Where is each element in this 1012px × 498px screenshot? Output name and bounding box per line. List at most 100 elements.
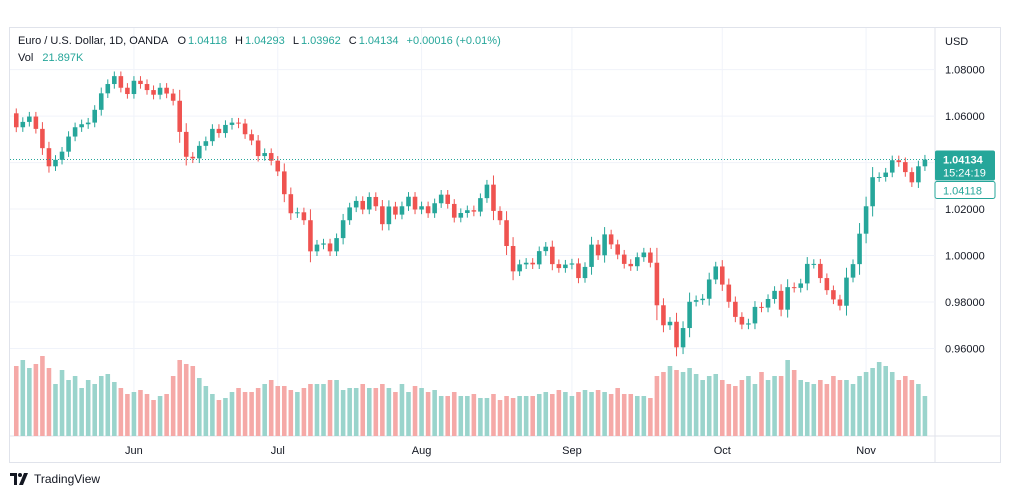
candle-up bbox=[563, 264, 568, 269]
volume-bar bbox=[582, 390, 588, 436]
volume-bar bbox=[229, 392, 235, 436]
volume-bar bbox=[203, 386, 209, 436]
volume-bar bbox=[425, 392, 431, 436]
volume-bar bbox=[282, 386, 287, 436]
volume-bar bbox=[210, 394, 215, 436]
candle-up bbox=[72, 127, 78, 137]
candle-up bbox=[876, 176, 882, 178]
candle-down bbox=[327, 243, 333, 252]
candle-up bbox=[870, 177, 875, 207]
candle-up bbox=[478, 198, 483, 212]
volume-bar bbox=[909, 380, 915, 436]
volume-bar bbox=[451, 392, 457, 436]
candle-down bbox=[249, 134, 254, 141]
candle-up bbox=[641, 252, 647, 258]
candle-up bbox=[105, 84, 111, 94]
symbol-title[interactable]: Euro / U.S. Dollar, 1D, OANDA bbox=[18, 35, 169, 47]
price-tick-label: 1.08000 bbox=[945, 65, 985, 77]
candle-down bbox=[451, 203, 457, 218]
volume-bar bbox=[406, 392, 411, 436]
volume-bar bbox=[576, 392, 581, 436]
volume-bar bbox=[295, 392, 300, 436]
candle-down bbox=[471, 210, 477, 212]
candle-down bbox=[831, 290, 836, 300]
volume-bar bbox=[366, 388, 372, 436]
volume-bar bbox=[275, 386, 281, 436]
candle-down bbox=[393, 206, 398, 215]
candle-up bbox=[582, 266, 588, 279]
candle-down bbox=[628, 263, 634, 267]
candle-up bbox=[229, 122, 235, 125]
candle-down bbox=[164, 87, 169, 94]
price-tick-label: 1.06000 bbox=[945, 111, 985, 123]
candle-down bbox=[373, 196, 379, 207]
volume-bar bbox=[321, 384, 326, 436]
candle-down bbox=[125, 87, 130, 95]
symbol-legend: Euro / U.S. Dollar, 1D, OANDA O 1.04118 H… bbox=[18, 35, 503, 47]
candle-up bbox=[458, 213, 464, 218]
candle-up bbox=[693, 300, 699, 302]
volume-bar bbox=[759, 372, 764, 436]
candle-up bbox=[157, 87, 163, 95]
time-tick-label: Nov bbox=[856, 445, 876, 457]
candle-up bbox=[27, 116, 32, 122]
open-label: O bbox=[177, 35, 187, 47]
candle-up bbox=[386, 206, 392, 225]
volume-bar bbox=[268, 380, 274, 436]
candle-up bbox=[53, 159, 58, 167]
volume-bar bbox=[543, 392, 549, 436]
volume-bar bbox=[595, 390, 601, 436]
candle-up bbox=[85, 122, 91, 125]
candle-up bbox=[804, 263, 810, 284]
price-tick-label: 1.00000 bbox=[945, 251, 985, 263]
time-tick-label: Oct bbox=[714, 445, 731, 457]
volume-bar bbox=[674, 370, 679, 436]
time-tick-label: Sep bbox=[562, 445, 582, 457]
candle-down bbox=[504, 220, 509, 247]
candle-up bbox=[262, 153, 267, 157]
volume-bar bbox=[615, 388, 620, 436]
volume-bar bbox=[772, 376, 777, 436]
volume-bar bbox=[445, 396, 451, 436]
candle-down bbox=[268, 153, 274, 161]
low-label: L bbox=[292, 35, 299, 47]
volume-bar bbox=[719, 380, 725, 436]
candle-up bbox=[850, 264, 856, 278]
price-chart[interactable]: USD1.080001.060001.040001.020001.000000.… bbox=[10, 28, 1000, 462]
volume-bar bbox=[125, 394, 130, 436]
volume-bar bbox=[726, 384, 732, 436]
volume-bar bbox=[504, 396, 509, 436]
volume-bar bbox=[857, 376, 862, 436]
close-value: 1.04134 bbox=[358, 35, 399, 47]
change-value: +0.00016 (+0.01%) bbox=[406, 35, 501, 47]
volume-bar bbox=[59, 370, 65, 436]
candle-down bbox=[412, 196, 418, 210]
volume-bar bbox=[922, 396, 928, 436]
volume-bar bbox=[700, 380, 705, 436]
candle-up bbox=[321, 243, 326, 245]
candle-up bbox=[687, 301, 692, 329]
volume-bar bbox=[523, 396, 529, 436]
time-axis[interactable]: Jun Jul Aug Sep Oct Nov bbox=[125, 445, 876, 457]
volume-bar bbox=[510, 398, 516, 436]
candle-down bbox=[151, 90, 156, 95]
tradingview-logo[interactable]: TradingView bbox=[10, 472, 100, 486]
candle-up bbox=[752, 306, 758, 324]
candle-down bbox=[778, 290, 784, 310]
candle-up bbox=[314, 244, 320, 252]
candle-down bbox=[183, 131, 189, 157]
volume-bars bbox=[13, 356, 928, 436]
candle-up bbox=[536, 251, 542, 265]
volume-bar bbox=[131, 392, 137, 436]
volume-bar bbox=[818, 380, 823, 436]
volume-bar bbox=[536, 394, 542, 436]
candle-down bbox=[275, 160, 281, 172]
volume-bar bbox=[412, 386, 418, 436]
high-label: H bbox=[235, 35, 243, 47]
candle-up bbox=[772, 290, 777, 299]
candle-up bbox=[98, 93, 104, 110]
volume-bar bbox=[170, 376, 176, 436]
volume-bar bbox=[223, 398, 228, 436]
candle-up bbox=[765, 298, 771, 308]
volume-bar bbox=[236, 388, 241, 436]
